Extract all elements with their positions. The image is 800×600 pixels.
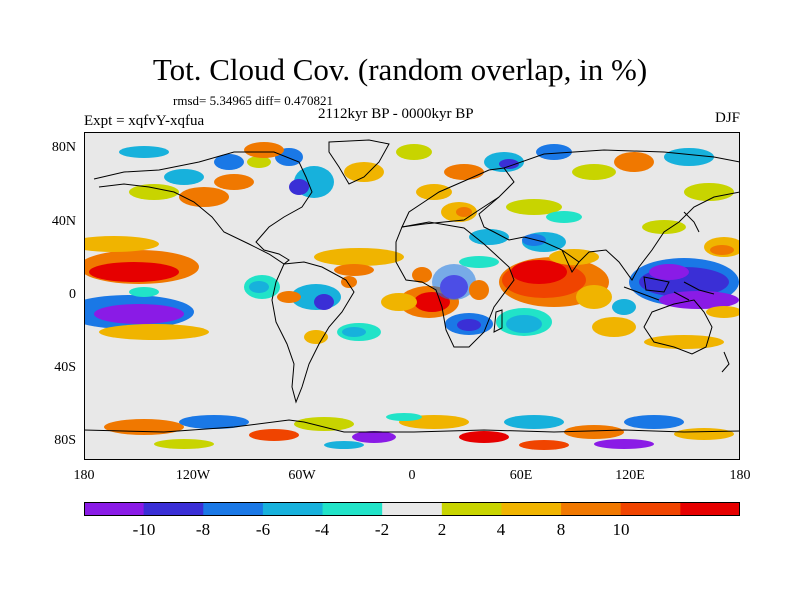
y-tick-label: 40S xyxy=(54,360,76,375)
x-tick-label: 60W xyxy=(288,468,316,483)
y-tick-label: 80N xyxy=(51,140,76,155)
y-tick-label: 80S xyxy=(54,433,76,448)
colorbar-cell xyxy=(620,502,681,516)
colorbar-cell xyxy=(382,502,443,516)
x-tick-label: 60E xyxy=(509,468,533,483)
new-zealand-coast xyxy=(721,351,730,373)
x-tick-label: 120E xyxy=(615,468,645,483)
plot-title: Tot. Cloud Cov. (random overlap, in %) xyxy=(152,52,648,87)
x-tick-label: 180 xyxy=(729,468,751,483)
india-coast xyxy=(561,249,580,274)
south-america-coast xyxy=(271,261,355,404)
experiment-label: Expt = xqfvY-xqfua xyxy=(84,113,205,129)
colorbar-label: 4 xyxy=(496,520,506,539)
australia-coast xyxy=(643,299,713,355)
japan-coast xyxy=(683,211,700,233)
period-label: 2112kyr BP - 0000kyr BP xyxy=(318,106,474,122)
anomaly-map xyxy=(84,132,740,460)
greenland-coast xyxy=(328,139,390,185)
coastlines xyxy=(84,139,740,433)
colorbar-frame xyxy=(84,502,740,516)
x-tick-label: 180 xyxy=(73,468,95,483)
colorbar-cell xyxy=(262,502,324,516)
north-america-coast xyxy=(93,151,313,265)
colorbar-label: 8 xyxy=(556,520,566,539)
colorbar-label: -10 xyxy=(132,520,156,539)
asia-coast xyxy=(478,149,740,281)
anomaly-field xyxy=(84,142,740,450)
y-tick-label: 0 xyxy=(69,287,76,302)
y-tick-label: 40N xyxy=(51,214,76,229)
madagascar-coast xyxy=(493,309,503,333)
colorbar-cell xyxy=(84,502,145,516)
colorbar xyxy=(84,502,740,516)
colorbar-cell xyxy=(203,502,264,516)
indonesia-coast xyxy=(623,276,715,301)
colorbar-cell xyxy=(680,502,740,516)
colorbar-cell xyxy=(322,502,383,516)
colorbar-label: -2 xyxy=(374,520,390,539)
africa-coast xyxy=(395,221,515,348)
colorbar-cell xyxy=(143,502,204,516)
colorbar-label: 10 xyxy=(612,520,630,539)
colorbar-cell xyxy=(441,502,502,516)
europe-coast xyxy=(401,167,515,228)
antarctica-coast xyxy=(84,419,740,433)
map-frame xyxy=(84,132,740,460)
x-tick-label: 120W xyxy=(175,468,211,483)
stats-label: rmsd= 5.34965 diff= 0.470821 xyxy=(173,93,333,108)
colorbar-label: 2 xyxy=(437,520,447,539)
x-tick-label: 0 xyxy=(408,468,416,483)
colorbar-label: -6 xyxy=(255,520,271,539)
colorbar-cells xyxy=(84,502,740,516)
colorbar-label: -4 xyxy=(314,520,330,539)
colorbar-cell xyxy=(561,502,622,516)
season-label: DJF xyxy=(714,110,740,126)
colorbar-label: -8 xyxy=(195,520,211,539)
colorbar-cell xyxy=(501,502,562,516)
